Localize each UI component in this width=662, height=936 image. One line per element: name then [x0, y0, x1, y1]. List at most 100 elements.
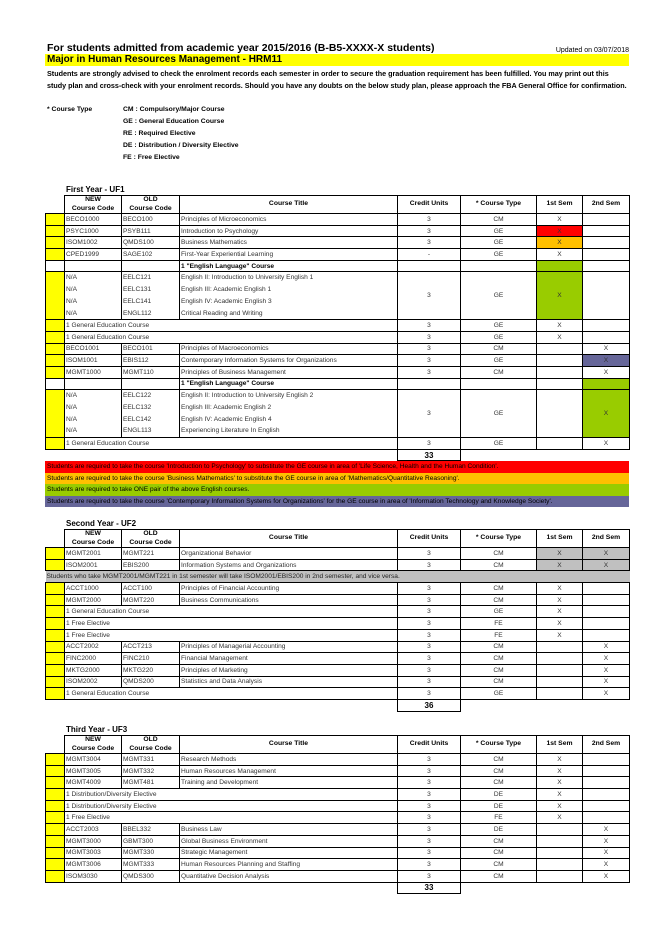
new-course-code-list: N/A N/A N/A N/A	[64, 389, 122, 439]
first-sem-header: 1st Sem	[536, 195, 583, 214]
status-marker	[45, 834, 65, 848]
course-type: CM	[460, 342, 537, 356]
second-sem-mark	[582, 213, 630, 226]
new-course-code: PSYC1000	[64, 224, 122, 238]
new-code-header: NEW Course Code	[64, 529, 122, 548]
course-title: First-Year Experiential Learning	[179, 248, 398, 261]
course-title: Training and Development	[179, 776, 398, 790]
credit-units-header: Credit Units	[397, 195, 461, 214]
credit-units: 3	[397, 788, 461, 801]
status-marker	[45, 377, 65, 391]
course-type: FE	[460, 811, 537, 825]
requirement-note: Students are required to take the course…	[45, 461, 629, 473]
course-type: GE	[460, 354, 537, 367]
old-course-code: MGMT221	[121, 547, 180, 560]
new-course-code: N/A	[66, 297, 77, 305]
course-title: Quantitative Decision Analysis	[179, 869, 398, 883]
second-sem-mark	[582, 377, 630, 391]
table-row: MGMT3006 MGMT333 Human Resources Planning …	[45, 858, 630, 871]
second-sem-mark: X	[582, 834, 630, 848]
status-marker	[45, 628, 65, 642]
legend-item: RE : Required Elective	[123, 130, 196, 137]
credit-units: 3	[397, 628, 461, 642]
table-row: MGMT2001 MGMT221 Organizational Behavior 3 C…	[45, 547, 630, 560]
table-row: ACCT2002 ACCT213 Principles of Managerial …	[45, 640, 630, 654]
blank-cell	[122, 699, 180, 711]
course-title: English II: Introduction to University E…	[181, 392, 314, 400]
course-title: Principles of Macroeconomics	[179, 342, 398, 356]
new-course-code: N/A	[66, 427, 77, 435]
status-marker	[45, 259, 65, 273]
credit-units: 3	[397, 342, 461, 356]
requirement-note: Students are required to take the course…	[45, 472, 629, 485]
second-sem-mark: X	[582, 687, 630, 700]
status-marker	[45, 776, 65, 790]
first-sem-mark	[536, 846, 583, 860]
course-title: Human Resources Management	[179, 764, 398, 778]
second-sem-mark	[582, 224, 630, 238]
blank-cell	[65, 449, 122, 461]
new-course-code: ISOM2001	[64, 558, 122, 572]
status-marker	[45, 640, 65, 654]
second-sem-mark: X	[582, 663, 630, 677]
course-type: CM	[460, 764, 537, 778]
blank-cell	[122, 449, 180, 461]
legend-item: CM : Compulsory/Major Course	[123, 106, 225, 113]
second-sem-mark: X	[582, 342, 630, 356]
course-type: GE	[460, 319, 537, 332]
first-sem-mark	[536, 437, 583, 450]
old-course-code: SAGE102	[121, 248, 180, 261]
second-sem-mark	[582, 628, 630, 642]
status-marker	[45, 342, 65, 356]
blank-cell	[180, 699, 398, 711]
course-requirement: 1 Distribution/Diversity Elective	[64, 788, 398, 801]
status-marker	[45, 365, 65, 379]
credit-units: 3	[397, 437, 461, 450]
legend-label: * Course Type	[47, 106, 93, 113]
first-sem-mark: X	[536, 330, 583, 344]
second-sem-mark: X	[582, 354, 630, 367]
second-sem-mark	[582, 236, 630, 250]
new-course-code: BECO1001	[64, 342, 122, 356]
first-sem-mark	[536, 640, 583, 654]
course-requirement: 1 General Education Course	[64, 437, 398, 450]
table-row: MGMT3004 MGMT331 Research Methods 3 CM X	[45, 753, 630, 766]
course-type	[460, 259, 537, 273]
table-row: 1 General Education Course 3 GE X	[45, 437, 630, 450]
old-course-code: EELC131	[123, 286, 152, 294]
status-marker	[45, 248, 65, 261]
old-course-code: MGMT110	[121, 365, 180, 379]
year-title: Second Year - UF2	[66, 519, 137, 528]
first-sem-mark: X	[536, 764, 583, 778]
first-sem-mark: X	[536, 788, 583, 801]
course-type: GE	[460, 687, 537, 700]
old-course-code: ENGL112	[123, 309, 152, 317]
blank-cell	[583, 882, 630, 894]
blank-cell	[65, 882, 122, 894]
first-sem-mark: X	[536, 248, 583, 261]
course-type: CM	[460, 558, 537, 572]
course-title: Financial Management	[179, 652, 398, 665]
new-course-code: FINC2000	[64, 652, 122, 665]
study-plan-table: NEW Course Code OLD Course Code Course Title…	[45, 195, 630, 462]
new-course-code: ISOM2002	[64, 675, 122, 689]
course-title: Principles of Business Management	[179, 365, 398, 379]
credit-units: 3	[397, 605, 461, 619]
first-sem-mark: X	[536, 811, 583, 825]
new-course-code	[64, 377, 122, 391]
first-year-section: First Year - UF1 NEW Course Code OLD Course …	[45, 185, 630, 508]
new-course-code: MGMT4009	[64, 776, 122, 790]
course-title-list: English II: Introduction to University E…	[179, 389, 398, 439]
course-type: FE	[460, 628, 537, 642]
second-sem-mark: X	[582, 558, 630, 572]
major-title: Major in Human Resources Management - HR…	[45, 54, 629, 66]
old-course-code	[121, 377, 180, 391]
table-row: 1 General Education Course 3 GE X	[45, 330, 630, 344]
course-title: Principles of Financial Accounting	[179, 582, 398, 595]
blank-cell	[180, 882, 398, 894]
course-type: CM	[460, 869, 537, 883]
credit-units: 3	[397, 846, 461, 860]
status-marker	[45, 582, 65, 595]
credit-units: 3	[397, 753, 461, 766]
status-marker	[45, 811, 65, 825]
